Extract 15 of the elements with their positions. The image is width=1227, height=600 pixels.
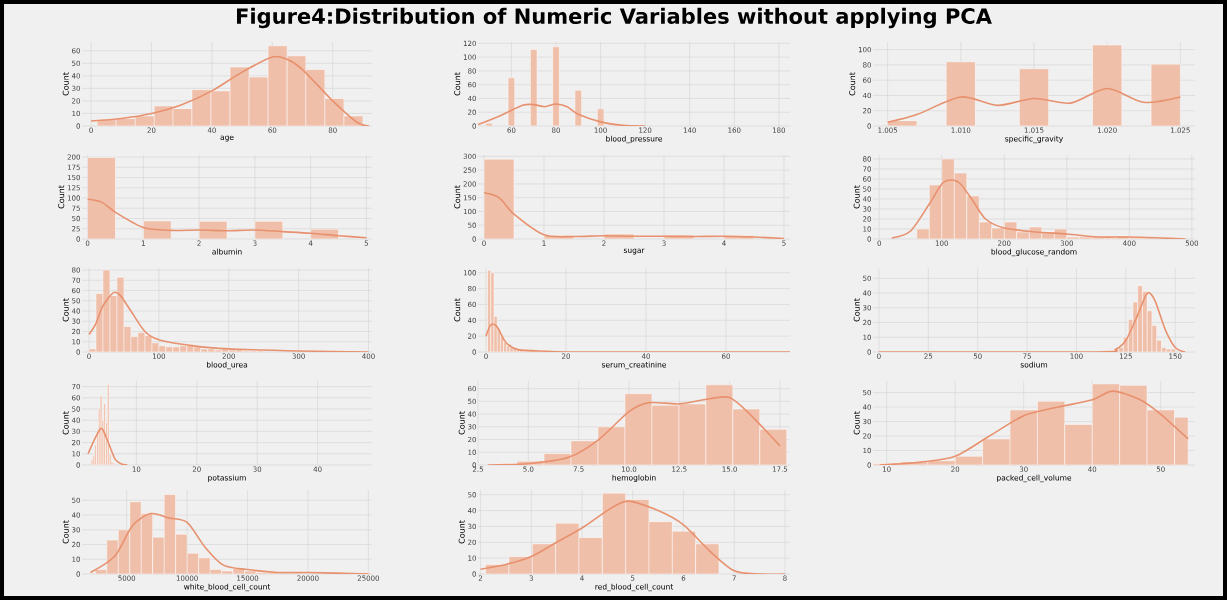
y-axis-title: Count	[849, 72, 856, 96]
y-axis-title: Count	[62, 72, 69, 96]
text: Figure4:Distribution of Numeric Variables without applying PCA	[237, 7, 992, 29]
y-axis-title: Count	[454, 298, 461, 322]
y-axis-title: Count	[58, 185, 65, 209]
y-axis-title: Count	[454, 72, 461, 96]
y-axis-title: Count	[454, 185, 461, 209]
y-axis-title: Count	[458, 411, 465, 435]
y-axis-title: Count	[62, 298, 69, 322]
y-axis-title: Count	[62, 411, 69, 435]
y-axis-title: Count	[458, 520, 465, 544]
y-axis-title: Count	[62, 520, 69, 544]
y-axis-title: Count	[853, 185, 860, 209]
y-axis-title: Count	[853, 298, 860, 322]
y-axis-title: Count	[853, 411, 860, 435]
